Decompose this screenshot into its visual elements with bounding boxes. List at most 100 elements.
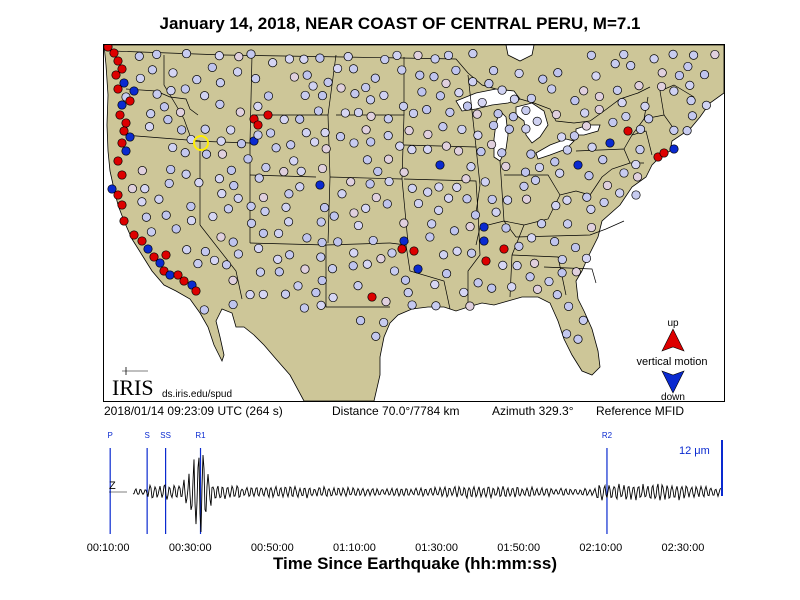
station-dot: [370, 73, 380, 83]
station-dot: [233, 193, 243, 203]
phase-label: SS: [160, 431, 171, 440]
station-dot: [621, 111, 631, 122]
station-dot: [413, 50, 423, 60]
station-dot: [462, 101, 473, 111]
station-dot: [217, 149, 227, 159]
station-dot: [571, 267, 581, 277]
station-dot: [308, 81, 318, 91]
station-dot: [146, 109, 156, 119]
station-dot: [200, 124, 210, 134]
station-dot: [266, 128, 276, 138]
station-dot: [415, 70, 425, 80]
station-dot: [258, 228, 268, 238]
station-dot: [468, 49, 478, 59]
station-dot: [207, 62, 217, 72]
station-dot: [504, 124, 514, 134]
station-dot: [534, 162, 545, 172]
station-dot: [295, 114, 305, 124]
station-dot: [686, 96, 696, 106]
station-dot: [657, 68, 667, 78]
station-dot: [161, 250, 171, 260]
station-dot: [199, 305, 209, 315]
station-dot: [669, 125, 679, 135]
station-dot: [507, 282, 517, 292]
station-dot: [512, 261, 522, 271]
station-dot: [461, 174, 471, 184]
station-dot: [465, 222, 475, 232]
station-dot: [409, 246, 419, 256]
station-dot: [570, 96, 580, 106]
station-dot: [180, 148, 190, 158]
station-dot: [371, 331, 381, 341]
station-dot: [221, 260, 232, 270]
station-dot: [217, 189, 227, 199]
station-dot: [335, 132, 346, 142]
station-dot: [135, 73, 145, 83]
station-dot: [168, 142, 178, 153]
station-dot: [113, 84, 123, 94]
station-dot: [350, 89, 360, 99]
station-dot: [117, 64, 127, 74]
station-dot: [365, 95, 376, 105]
station-dot: [117, 170, 127, 180]
station-dot: [137, 236, 147, 246]
station-dot: [165, 270, 175, 280]
station-dot: [430, 54, 440, 64]
station-dot: [573, 160, 583, 170]
station-dot: [532, 116, 542, 126]
station-dot: [353, 220, 363, 231]
station-dot: [254, 243, 264, 253]
station-dot: [166, 164, 176, 175]
station-dot: [479, 222, 489, 232]
station-dot: [253, 130, 263, 140]
station-dot: [473, 130, 483, 140]
station-dot: [121, 146, 131, 156]
state-borders: [111, 50, 695, 310]
station-dot: [521, 105, 531, 115]
station-dot: [349, 208, 359, 218]
station-dot: [361, 125, 371, 135]
phase-markers: P S SS R1 R2: [108, 431, 613, 534]
station-dot: [569, 131, 579, 141]
station-dot: [317, 237, 327, 248]
station-dot: [435, 160, 445, 170]
station-dot: [340, 108, 350, 118]
station-dot: [317, 275, 327, 286]
station-dot: [186, 201, 196, 211]
motion-legend: up vertical motion down: [637, 318, 708, 401]
station-dot: [137, 166, 147, 176]
station-dot: [201, 149, 212, 159]
station-dot: [602, 180, 612, 190]
time-tick-label: 00:50:00: [250, 542, 294, 554]
station-dot: [669, 86, 679, 96]
station-dot: [634, 81, 644, 91]
station-dot: [674, 70, 684, 81]
station-dot: [551, 201, 561, 211]
station-dot: [615, 188, 625, 198]
station-dot: [255, 267, 265, 277]
station-dot: [143, 244, 153, 254]
station-dot: [501, 161, 511, 171]
map-canvas: IRIS ds.iris.edu/spud up vertical motion…: [104, 45, 724, 401]
time-axis-ticks: 00:10:00 00:30:00 00:50:00 01:10:00 01:30:00…: [0, 542, 800, 556]
station-dot: [497, 148, 507, 158]
station-dot: [466, 162, 476, 172]
station-dot: [175, 107, 186, 117]
station-dot: [362, 155, 372, 165]
station-dot: [353, 281, 363, 291]
station-dot: [348, 64, 359, 74]
station-dot: [246, 201, 256, 211]
station-dot: [192, 75, 202, 85]
time-tick-label: 01:30:00: [415, 542, 458, 554]
station-dot: [423, 187, 433, 197]
station-dot: [487, 283, 497, 293]
station-dot: [562, 329, 572, 339]
station-dot: [223, 204, 233, 214]
time-tick-label: 02:10:00: [579, 542, 623, 554]
station-dot: [479, 236, 489, 246]
station-dot: [246, 218, 257, 228]
station-dot: [214, 51, 224, 61]
station-dot: [125, 132, 135, 142]
station-dot: [107, 184, 117, 194]
station-dot: [353, 107, 364, 118]
